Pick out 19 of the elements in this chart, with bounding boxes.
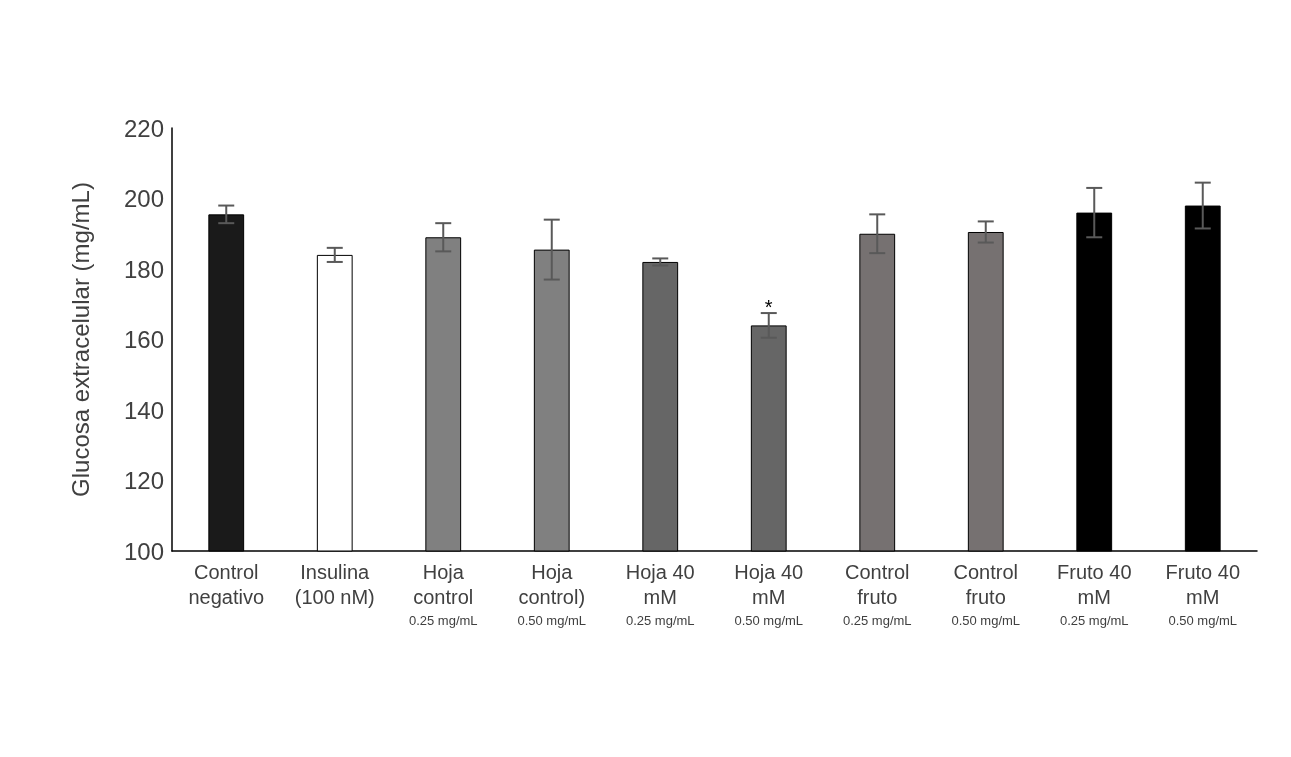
x-tick-label: Control negativo (188, 560, 265, 608)
x-tick-label: Hoja control) 0.50 mg/mL (517, 560, 587, 628)
x-tick-label: Fruto 40 mM 0.25 mg/mL (1057, 560, 1132, 628)
y-axis-title: Glucosa extracelular (mg/mL) (66, 182, 94, 497)
x-tick-label: Hoja 40 mM 0.50 mg/mL (734, 560, 804, 628)
x-tick-label: Hoja 40 mM 0.25 mg/mL (625, 560, 695, 628)
annotation: * (764, 296, 773, 319)
y-tick-label: 220 (123, 114, 164, 142)
x-tick-label: Fruto 40 mM 0.50 mg/mL (1165, 560, 1240, 628)
y-tick-label: 200 (123, 185, 164, 212)
x-tick-label: Hoja control 0.25 mg/mL (408, 560, 478, 628)
y-tick-label: 160 (123, 326, 164, 353)
y-tick-label: 140 (123, 396, 164, 424)
x-tick-label: Insulina (100 nM) (294, 560, 375, 608)
y-tick-label: 100 (123, 537, 164, 565)
x-tick-label: Control fruto 0.25 mg/mL (842, 560, 912, 628)
x-tick-label: Control fruto 0.50 mg/mL (951, 560, 1021, 628)
y-tick-label: 120 (123, 467, 164, 494)
y-tick-label: 180 (123, 255, 164, 283)
